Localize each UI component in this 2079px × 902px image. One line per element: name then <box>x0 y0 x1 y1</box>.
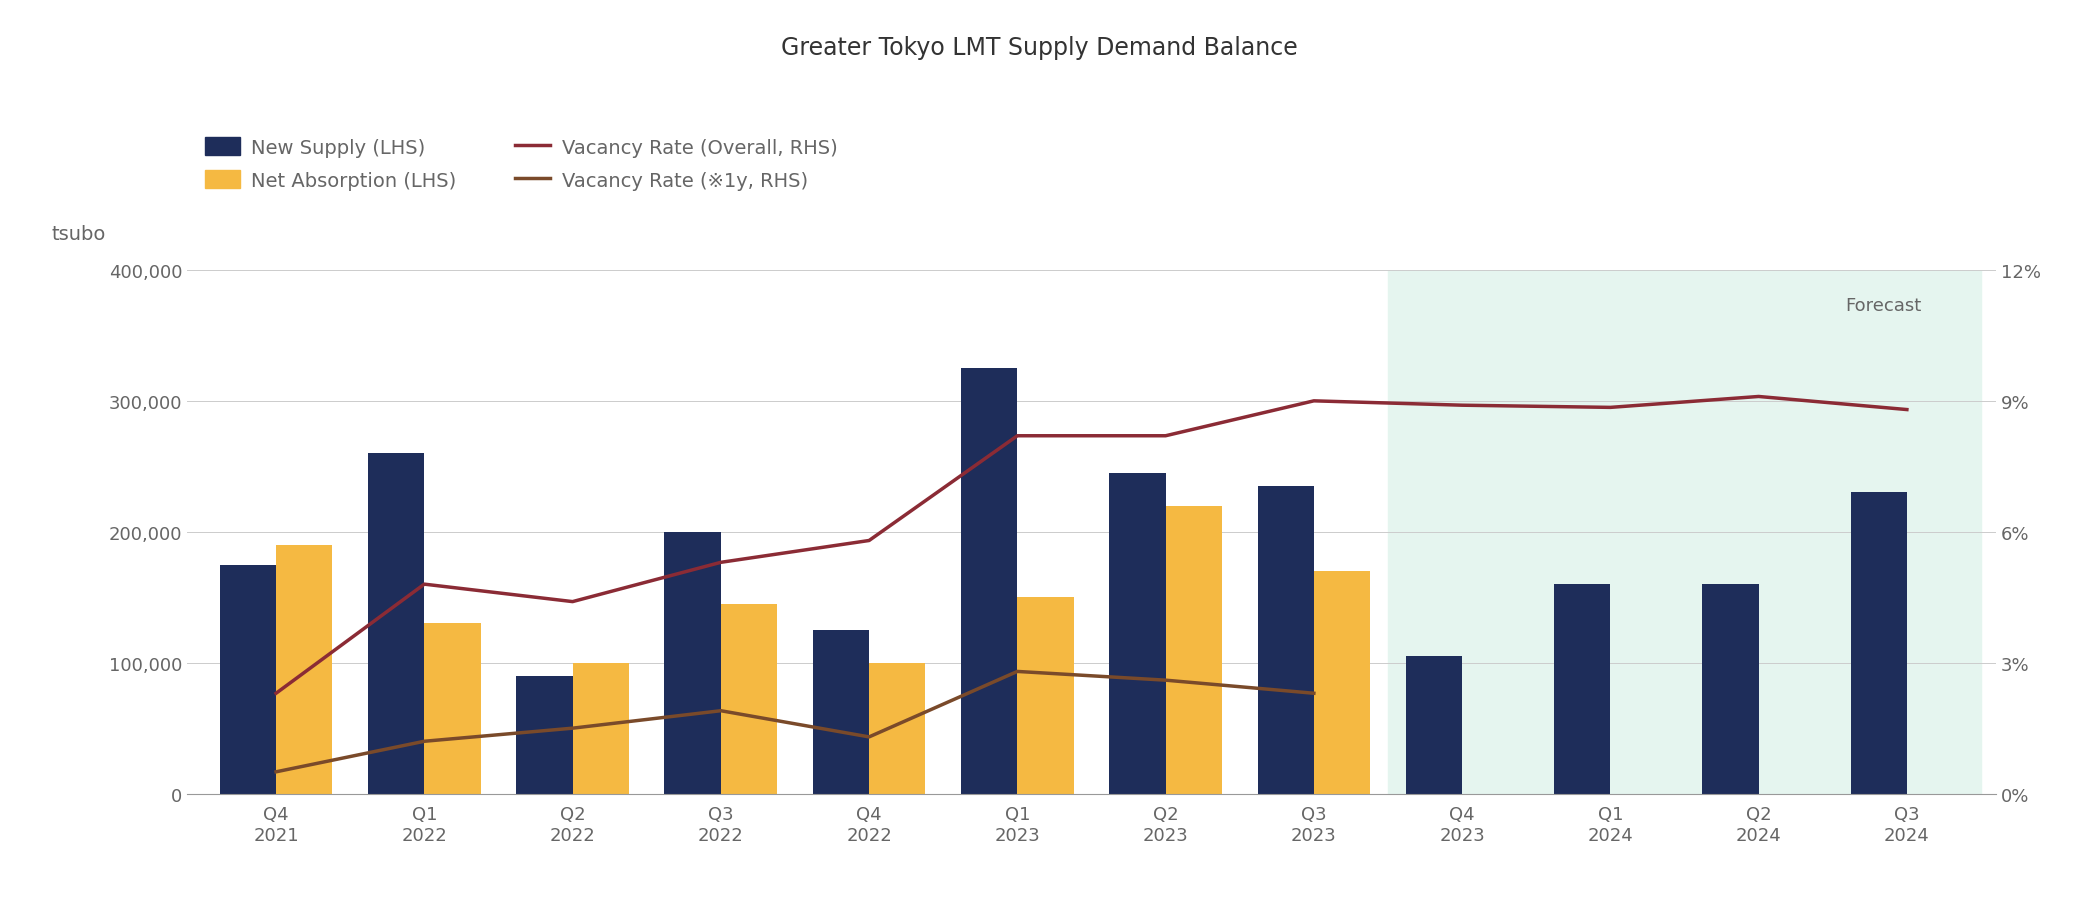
Bar <box>1405 657 1462 794</box>
Bar <box>1166 506 1222 794</box>
Bar <box>1017 598 1073 794</box>
Bar <box>721 604 778 794</box>
Bar <box>1314 572 1370 794</box>
Bar <box>220 565 277 794</box>
Bar <box>572 663 630 794</box>
Bar <box>1110 474 1166 794</box>
Bar <box>1389 271 1981 794</box>
Bar <box>960 369 1017 794</box>
Text: Forecast: Forecast <box>1846 297 1921 315</box>
Text: tsubo: tsubo <box>52 225 106 244</box>
Bar <box>869 663 925 794</box>
Bar <box>665 532 721 794</box>
Text: Greater Tokyo LMT Supply Demand Balance: Greater Tokyo LMT Supply Demand Balance <box>782 36 1297 60</box>
Bar <box>1850 492 1906 794</box>
Bar <box>368 454 424 794</box>
Bar <box>516 676 572 794</box>
Bar <box>424 624 480 794</box>
Bar <box>277 545 333 794</box>
Bar <box>1258 486 1314 794</box>
Bar <box>1703 584 1759 794</box>
Bar <box>1553 584 1611 794</box>
Legend: New Supply (LHS), Net Absorption (LHS), Vacancy Rate (Overall, RHS), Vacancy Rat: New Supply (LHS), Net Absorption (LHS), … <box>198 130 844 198</box>
Bar <box>813 630 869 794</box>
